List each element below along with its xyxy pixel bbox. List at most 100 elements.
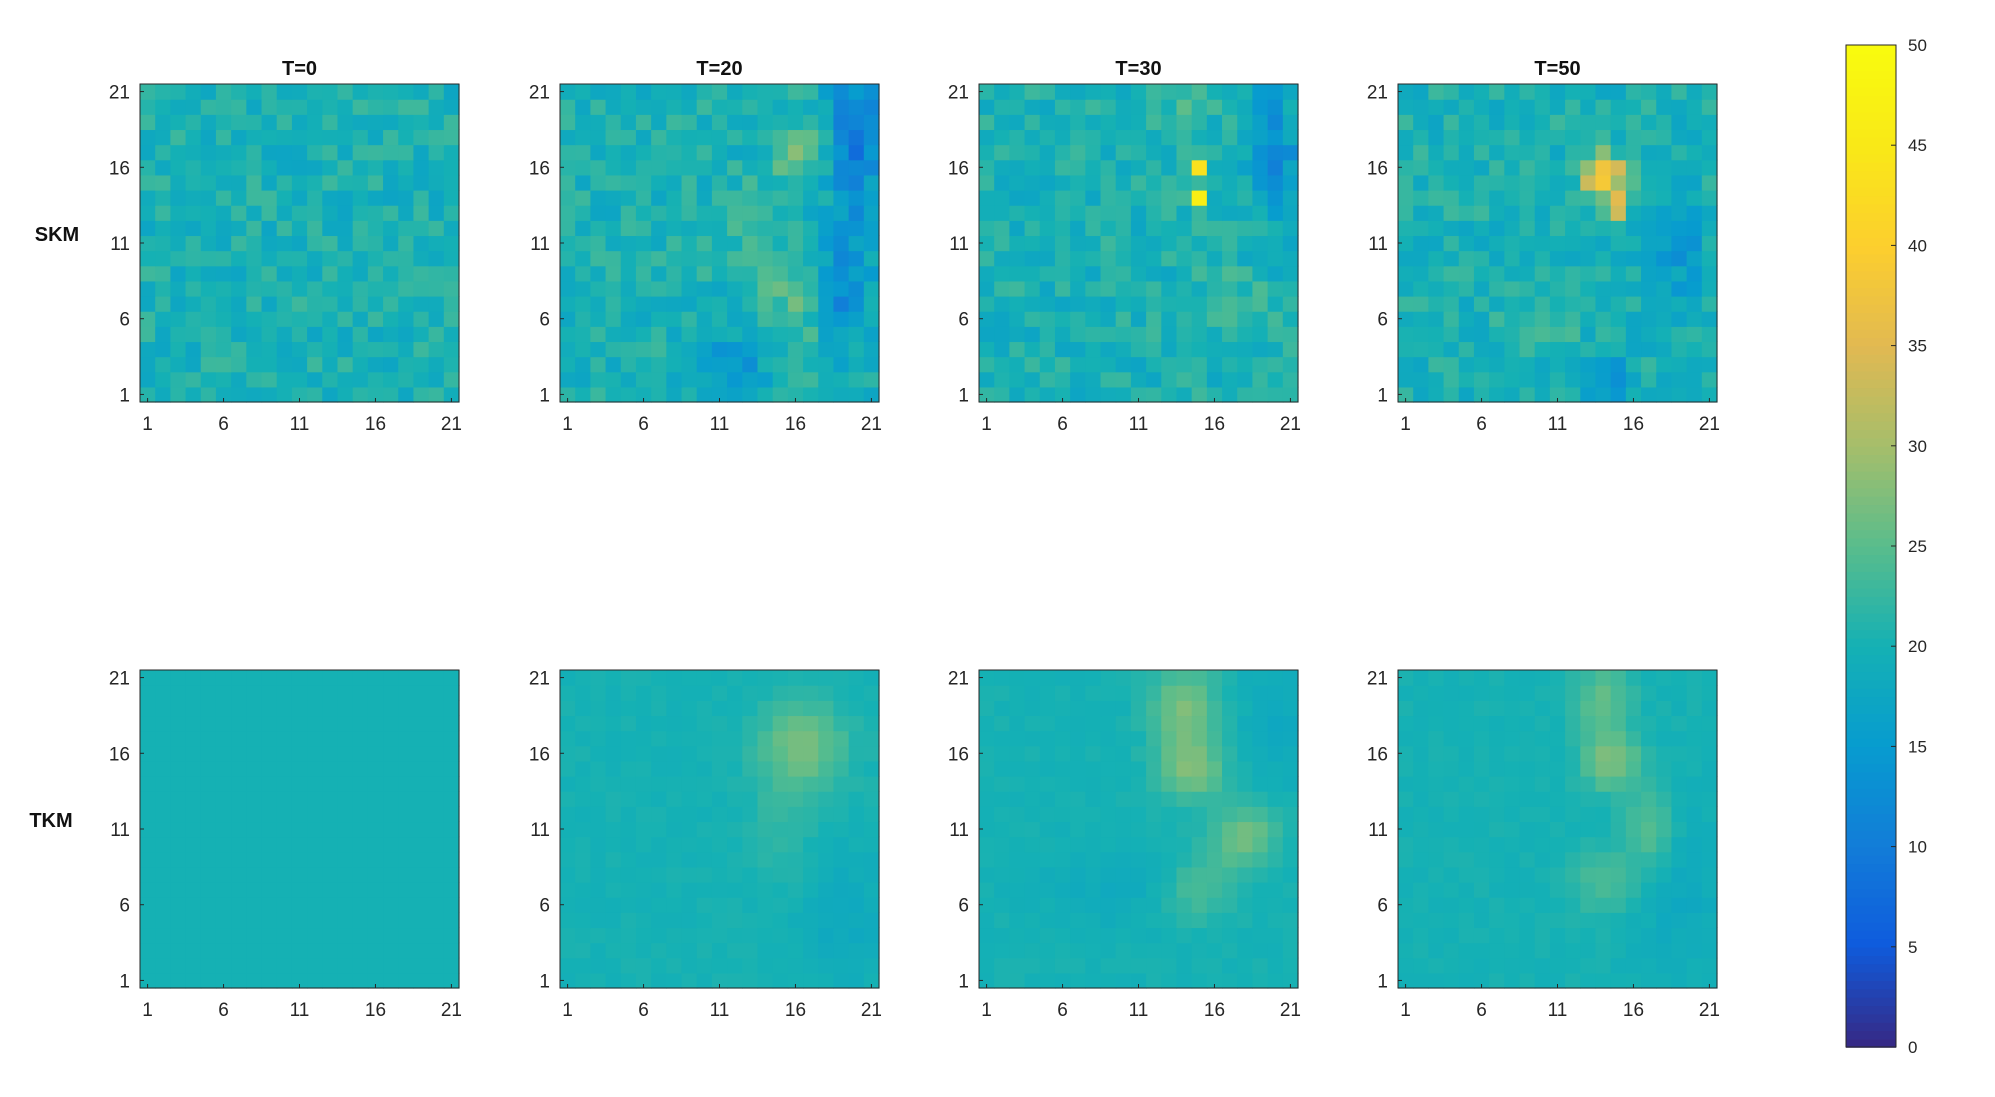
heatmap-cell	[1413, 957, 1429, 974]
heatmap-cell	[818, 356, 835, 373]
heatmap-cell	[443, 174, 460, 191]
heatmap-cell	[575, 341, 591, 358]
heatmap-cell	[1701, 235, 1718, 252]
heatmap-cell	[1267, 851, 1284, 868]
heatmap-cell	[246, 776, 263, 792]
heatmap-cell	[772, 776, 789, 792]
heatmap-cell	[979, 84, 995, 100]
heatmap-cell	[155, 220, 171, 237]
heatmap-cell	[1610, 791, 1627, 807]
heatmap-cell	[1146, 700, 1162, 717]
y-tick-label: 6	[958, 310, 969, 331]
heatmap-cell	[696, 745, 713, 762]
heatmap-cell	[1701, 114, 1718, 131]
heatmap-cell	[1504, 99, 1521, 115]
heatmap-cell	[352, 356, 369, 373]
heatmap-cell	[803, 776, 819, 792]
heatmap-cell	[1161, 280, 1178, 297]
heatmap-cell	[590, 836, 607, 853]
heatmap-cell	[1413, 250, 1429, 267]
heatmap-cell	[1443, 235, 1460, 252]
heatmap-cell	[1115, 144, 1132, 161]
heatmap-cell	[1070, 296, 1086, 312]
heatmap-cell	[1473, 296, 1490, 312]
heatmap-cell	[246, 700, 263, 717]
heatmap-cell	[994, 942, 1010, 959]
heatmap-cell	[1519, 341, 1536, 358]
heatmap-cell	[1519, 205, 1536, 221]
heatmap-cell	[307, 296, 323, 312]
heatmap-cell	[727, 806, 743, 823]
x-tick-label: 21	[441, 414, 462, 435]
heatmap-cell	[1534, 265, 1551, 282]
heatmap-cell	[979, 144, 995, 161]
heatmap-cell	[620, 159, 637, 176]
heatmap-cell	[140, 205, 156, 221]
heatmap-cell	[1146, 972, 1162, 989]
heatmap-cell	[352, 311, 369, 327]
heatmap-cell	[1641, 84, 1657, 100]
heatmap-cell	[1641, 897, 1657, 913]
heatmap-cell	[787, 836, 804, 853]
heatmap-cell	[1252, 235, 1269, 252]
heatmap-cell	[1625, 235, 1642, 252]
heatmap-cell	[185, 371, 202, 388]
heatmap-cell	[1565, 882, 1581, 898]
heatmap-cell	[443, 927, 460, 944]
heatmap-cell	[215, 760, 232, 777]
heatmap-cell	[200, 326, 217, 343]
heatmap-cell	[291, 821, 308, 838]
heatmap-cell	[1473, 760, 1490, 777]
heatmap-cell	[1580, 882, 1597, 898]
heatmap-cell	[575, 776, 591, 792]
heatmap-cell	[291, 730, 308, 747]
heatmap-cell	[322, 174, 339, 191]
heatmap-cell	[651, 821, 667, 838]
heatmap-cell	[1237, 280, 1254, 297]
heatmap-cell	[742, 326, 759, 343]
heatmap-cell	[1428, 311, 1445, 327]
heatmap-cell	[1625, 972, 1642, 989]
heatmap-cell	[1054, 882, 1071, 898]
heatmap-cell	[1534, 912, 1551, 929]
heatmap-cell	[1489, 356, 1505, 373]
heatmap-cell	[1549, 882, 1566, 898]
heatmap-cell	[443, 341, 460, 358]
heatmap-cell	[383, 174, 399, 191]
heatmap-cell	[276, 912, 293, 929]
heatmap-cell	[772, 311, 789, 327]
heatmap-cell	[1252, 129, 1269, 146]
heatmap-cell	[1267, 836, 1284, 853]
heatmap-cell	[1610, 250, 1627, 267]
heatmap-cell	[1610, 356, 1627, 373]
colorbar-swatch	[1846, 621, 1896, 631]
heatmap-cell	[1130, 326, 1147, 343]
heatmap-cell	[1489, 700, 1505, 717]
heatmap-cell	[1443, 730, 1460, 747]
heatmap-cell	[307, 882, 323, 898]
heatmap-cell	[681, 341, 698, 358]
heatmap-cell	[413, 356, 430, 373]
heatmap-cell	[1534, 235, 1551, 252]
heatmap-cell	[575, 806, 591, 823]
heatmap-cell	[367, 190, 384, 206]
heatmap-cell	[711, 851, 728, 868]
heatmap-cell	[848, 745, 865, 762]
heatmap-cell	[666, 159, 683, 176]
heatmap-cell	[1595, 866, 1612, 883]
colorbar-swatch	[1846, 796, 1896, 806]
heatmap-cell	[1282, 821, 1299, 838]
heatmap-cell	[1100, 280, 1117, 297]
heatmap-cell	[772, 371, 789, 388]
heatmap-cell	[757, 265, 774, 282]
heatmap-cell	[1504, 942, 1521, 959]
heatmap-cell	[1237, 386, 1254, 403]
heatmap-cell	[307, 341, 323, 358]
heatmap-cell	[383, 851, 399, 868]
heatmap-cell	[635, 670, 652, 686]
heatmap-cell	[1701, 311, 1718, 327]
heatmap-cell	[1130, 791, 1147, 807]
heatmap-cell	[185, 715, 202, 732]
